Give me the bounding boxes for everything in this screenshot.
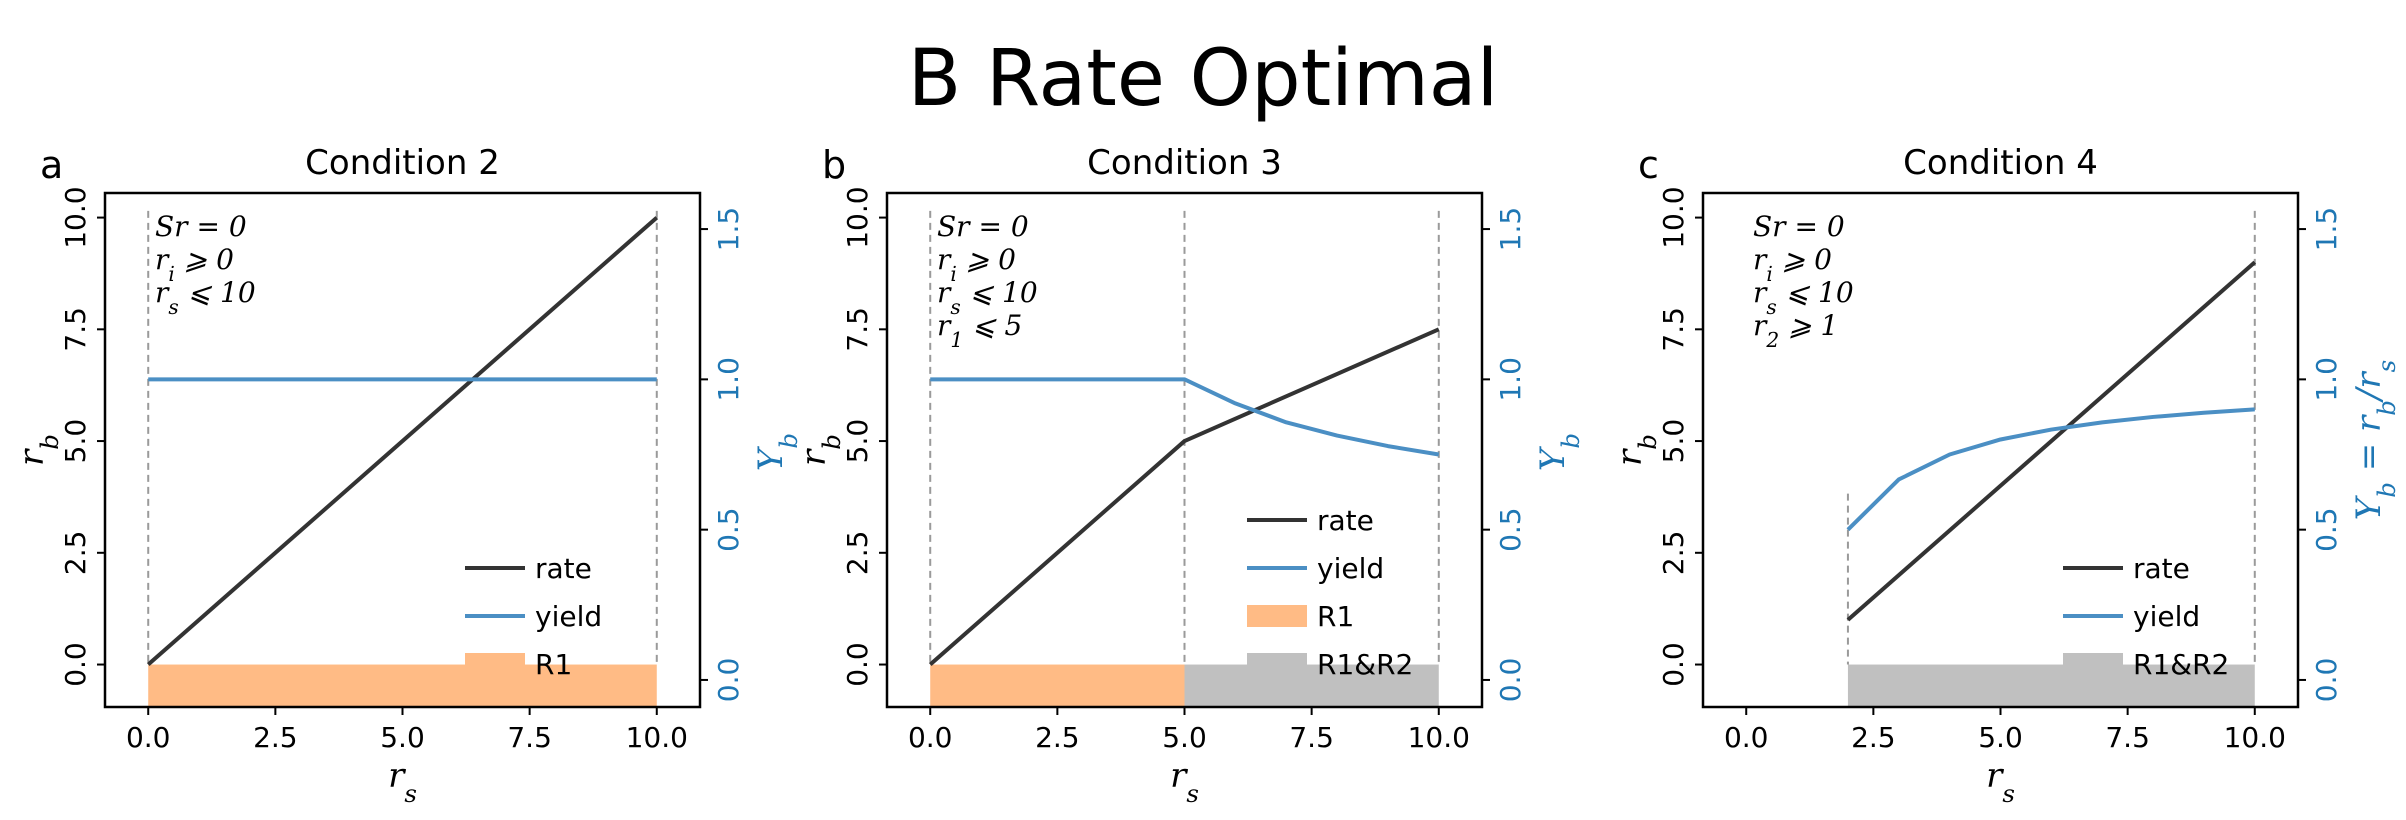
legend-swatch-r1-r2 xyxy=(1247,653,1307,675)
constraint-annotation: rs ⩽ 10 xyxy=(1753,276,1854,319)
legend-label: rate xyxy=(535,552,592,585)
x-tick-label: 7.5 xyxy=(507,721,552,754)
legend-swatch-r1-r2 xyxy=(2063,653,2123,675)
y-right-tick-label: 1.0 xyxy=(1494,357,1527,402)
y-tick-label: 2.5 xyxy=(841,531,874,576)
x-tick-label: 2.5 xyxy=(253,721,298,754)
constraint-annotation: r1 ⩽ 5 xyxy=(937,309,1022,352)
x-axis-label: rs xyxy=(1170,756,1199,808)
y-axis-label: rb xyxy=(794,434,846,466)
y-right-tick-label: 0.5 xyxy=(712,507,745,552)
legend-label: R1&R2 xyxy=(2133,648,2229,681)
x-tick-label: 7.5 xyxy=(1289,721,1334,754)
legend-swatch-r1 xyxy=(465,653,525,675)
legend-label: R1 xyxy=(535,648,572,681)
constraint-annotation: Sr = 0 xyxy=(1753,210,1845,243)
series-rate-line xyxy=(928,327,1440,667)
panel-title: Condition 3 xyxy=(1087,143,1282,183)
y-tick-label: 5.0 xyxy=(841,419,874,464)
y-right-tick-label: 1.5 xyxy=(1494,207,1527,252)
y-tick-label: 2.5 xyxy=(59,531,92,576)
y-tick-label: 10.0 xyxy=(59,186,92,248)
x-tick-label: 0.0 xyxy=(1724,721,1769,754)
y-right-axis-label: Yb xyxy=(751,433,803,471)
y-right-tick-label: 0.5 xyxy=(2310,507,2343,552)
y-tick-label: 7.5 xyxy=(1657,307,1690,352)
constraint-annotation: ri ⩾ 0 xyxy=(155,243,234,286)
y-tick-label: 10.0 xyxy=(841,186,874,248)
legend-label: yield xyxy=(2133,600,2200,633)
x-tick-label: 5.0 xyxy=(1978,721,2023,754)
y-tick-label: 2.5 xyxy=(1657,531,1690,576)
region-r1-r2 xyxy=(1847,664,2255,707)
series-yield-line xyxy=(930,377,1440,457)
y-tick-label: 5.0 xyxy=(1657,419,1690,464)
legend-swatch-r1 xyxy=(1247,605,1307,627)
constraint-annotation: ri ⩾ 0 xyxy=(937,243,1016,286)
legend-label: yield xyxy=(1317,552,1384,585)
y-tick-label: 10.0 xyxy=(1657,186,1690,248)
legend-label: yield xyxy=(535,600,602,633)
x-tick-label: 10.0 xyxy=(626,721,688,754)
panel-title: Condition 4 xyxy=(1903,143,2098,183)
series-rate-line xyxy=(1846,260,2257,622)
region-r1 xyxy=(930,664,1185,707)
constraint-annotation: ri ⩾ 0 xyxy=(1753,243,1832,286)
y-tick-label: 0.0 xyxy=(841,642,874,687)
y-right-axis-label: Yb xyxy=(1533,433,1585,471)
constraint-annotation: rs ⩽ 10 xyxy=(155,276,256,319)
legend-label: R1 xyxy=(1317,600,1354,633)
panel-b: b Condition 3 0.0 2.5 5.0 7.5 10.0 0.0 2.5 5.0 7.5… xyxy=(794,143,1585,808)
region-r1 xyxy=(148,664,657,707)
panel-title: Condition 2 xyxy=(305,143,500,183)
panel-letter: c xyxy=(1638,143,1659,187)
legend-label: R1&R2 xyxy=(1317,648,1413,681)
x-tick-label: 5.0 xyxy=(1162,721,1207,754)
x-axis-label: rs xyxy=(388,756,417,808)
y-tick-label: 7.5 xyxy=(59,307,92,352)
x-tick-label: 2.5 xyxy=(1035,721,1080,754)
series-yield-line xyxy=(1846,407,2255,532)
x-tick-label: 2.5 xyxy=(1851,721,1896,754)
constraint-annotation: r2 ⩾ 1 xyxy=(1753,309,1838,352)
y-right-tick-label: 1.5 xyxy=(2310,207,2343,252)
y-axis-label: rb xyxy=(1610,434,1662,466)
panel-c: c Condition 4 0.0 2.5 5.0 7.5 10.0 0.0 2.5 5.0 7.5… xyxy=(1610,143,2401,808)
panel-letter: b xyxy=(822,143,846,187)
x-tick-label: 5.0 xyxy=(380,721,425,754)
y-right-tick-label: 0.0 xyxy=(2310,658,2343,703)
y-right-tick-label: 1.0 xyxy=(712,357,745,402)
y-right-tick-label: 1.5 xyxy=(712,207,745,252)
y-tick-label: 0.0 xyxy=(59,642,92,687)
y-tick-label: 0.0 xyxy=(1657,642,1690,687)
x-tick-label: 10.0 xyxy=(2224,721,2286,754)
y-tick-label: 5.0 xyxy=(59,419,92,464)
y-right-tick-label: 1.0 xyxy=(2310,357,2343,402)
figure-title: B Rate Optimal xyxy=(908,34,1499,124)
panel-letter: a xyxy=(40,143,63,187)
panel-a: a Condition 2 0.0 2.5 5.0 7.5 10.0 0.0 2.5 5.0 7.5… xyxy=(12,143,803,808)
series-rate-line xyxy=(146,216,659,667)
legend-label: rate xyxy=(2133,552,2190,585)
x-tick-label: 10.0 xyxy=(1408,721,1470,754)
x-tick-label: 0.0 xyxy=(908,721,953,754)
y-right-tick-label: 0.5 xyxy=(1494,507,1527,552)
region-r1-r2 xyxy=(1184,664,1439,707)
y-tick-label: 7.5 xyxy=(841,307,874,352)
y-right-tick-label: 0.0 xyxy=(712,658,745,703)
y-right-tick-label: 0.0 xyxy=(1494,658,1527,703)
x-tick-label: 0.0 xyxy=(126,721,171,754)
constraint-annotation: Sr = 0 xyxy=(937,210,1029,243)
x-tick-label: 7.5 xyxy=(2105,721,2150,754)
x-axis-label: rs xyxy=(1986,756,2015,808)
y-right-axis-label: Yb = rb/rs xyxy=(2349,360,2401,520)
y-axis-label: rb xyxy=(12,434,64,466)
constraint-annotation: Sr = 0 xyxy=(155,210,247,243)
constraint-annotation: rs ⩽ 10 xyxy=(937,276,1038,319)
legend-label: rate xyxy=(1317,504,1374,537)
